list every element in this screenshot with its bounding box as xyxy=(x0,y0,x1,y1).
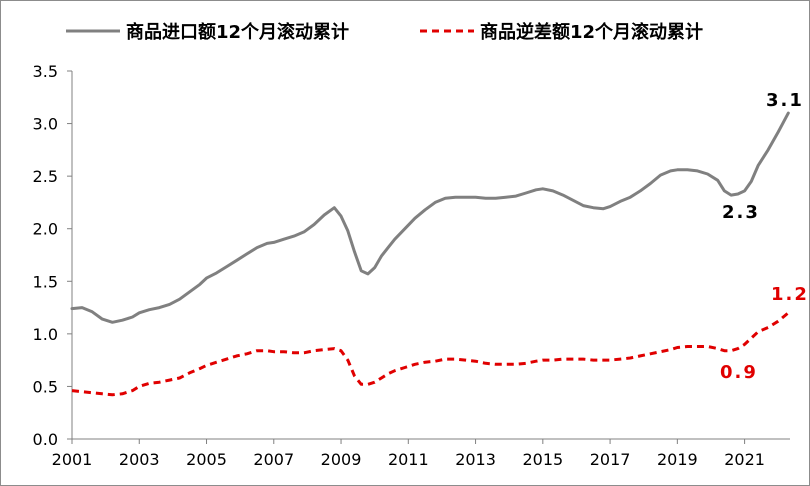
y-tick-label: 1.5 xyxy=(33,272,58,291)
x-tick-label: 2001 xyxy=(52,450,93,469)
annotation-import-trough: 2.3 xyxy=(722,202,760,223)
x-tick-label: 2011 xyxy=(388,450,429,469)
x-tick-label: 2021 xyxy=(724,450,765,469)
annotation-import-latest: 3.1 xyxy=(766,90,804,111)
legend-label-deficit: 商品逆差额12个月滚动累计 xyxy=(480,21,703,43)
legend: 商品进口额12个月滚动累计 商品逆差额12个月滚动累计 xyxy=(66,21,703,43)
y-tick-label: 0.0 xyxy=(33,430,58,449)
y-tick-label: 3.0 xyxy=(33,115,58,134)
x-tick-label: 2009 xyxy=(321,450,362,469)
series-line-import xyxy=(70,111,790,324)
annotation-deficit-trough: 0.9 xyxy=(720,362,758,383)
series-line-deficit xyxy=(71,311,790,397)
y-tick-label: 0.5 xyxy=(33,377,58,396)
y-tick-label: 2.0 xyxy=(33,220,58,239)
x-tick-label: 2003 xyxy=(119,450,160,469)
y-tick-label: 2.5 xyxy=(33,167,58,186)
annotation-deficit-latest: 1.2 xyxy=(771,284,809,305)
x-tick-label: 2007 xyxy=(253,450,294,469)
series-layer xyxy=(70,111,790,397)
y-tick-label: 3.5 xyxy=(33,62,58,81)
x-tick-label: 2019 xyxy=(657,450,698,469)
x-tick-label: 2013 xyxy=(455,450,496,469)
x-tick-label: 2017 xyxy=(590,450,631,469)
x-axis-ticks: 2001 2003 2005 2007 2009 2011 2013 2015 2017 2019… xyxy=(52,439,765,469)
legend-label-import: 商品进口额12个月滚动累计 xyxy=(126,21,349,43)
x-tick-label: 2005 xyxy=(186,450,227,469)
x-tick-label: 2015 xyxy=(522,450,563,469)
y-axis-ticks: 0.0 0.5 1.0 1.5 2.0 2.5 3.0 3.5 xyxy=(33,62,72,449)
y-tick-label: 1.0 xyxy=(33,325,58,344)
